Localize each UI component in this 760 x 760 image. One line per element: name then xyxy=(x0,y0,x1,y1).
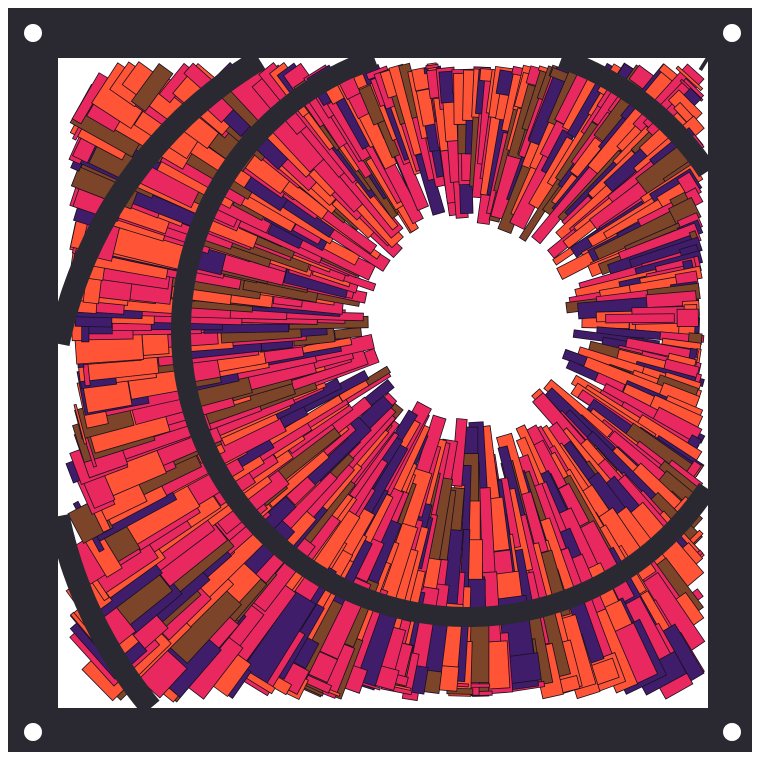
mounting-hole-icon xyxy=(24,723,42,741)
mounting-hole-icon xyxy=(723,24,741,42)
frame xyxy=(8,8,752,752)
mounting-hole-icon xyxy=(723,723,741,741)
mounting-hole-icon xyxy=(24,24,42,42)
